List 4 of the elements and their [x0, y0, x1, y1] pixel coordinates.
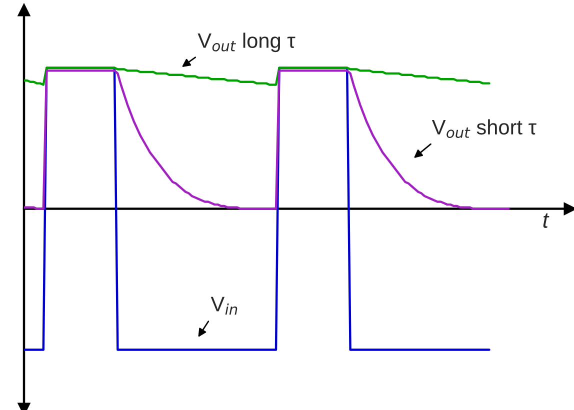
annotation: V$_{in}$ [210, 296, 238, 315]
text: V$_{out}$ long τ [198, 32, 296, 52]
x-axis-title: t [543, 213, 550, 228]
annotation: V$_{out}$ short τ [432, 119, 536, 138]
